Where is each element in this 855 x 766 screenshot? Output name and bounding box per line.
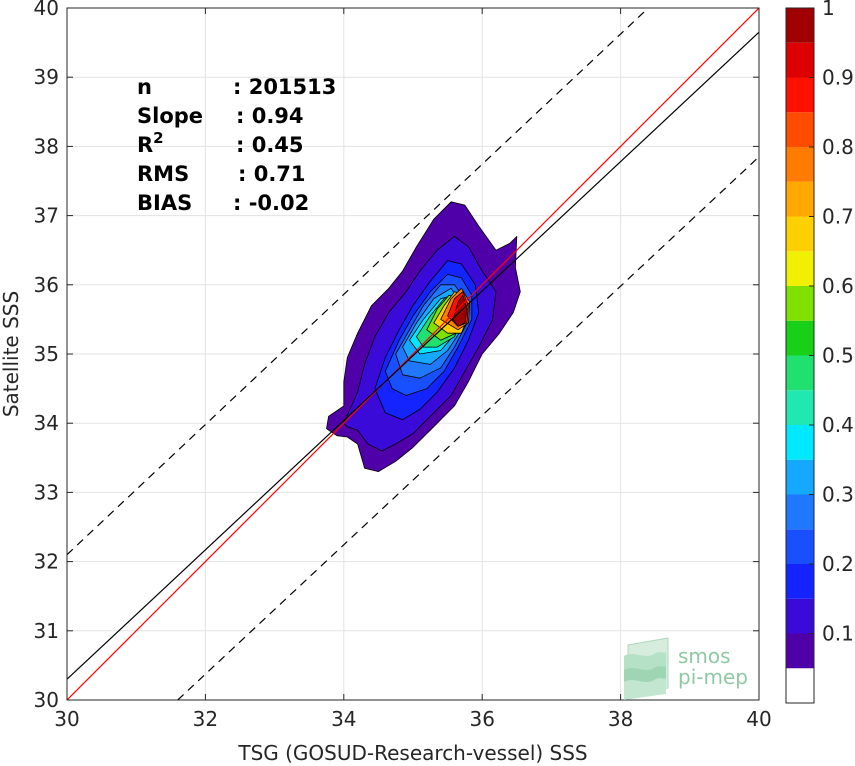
statistics-box: n : 201513 Slope : 0.94 R2 : 0.45 RMS : 0.71 BIA…: [137, 75, 336, 215]
x-tick-label-4: 38: [608, 707, 633, 731]
colorbar-band-12: [786, 251, 814, 286]
colorbar-band-18: [786, 42, 814, 78]
stat-key-4: BIAS: [137, 191, 192, 215]
colorbar-tick-label-1: 0.2: [822, 552, 854, 576]
colorbar-band-6: [786, 459, 814, 495]
y-tick-label-8: 38: [34, 134, 59, 158]
colorbar-band-19: [786, 8, 814, 43]
colorbar-tick-label-8: 0.9: [822, 66, 854, 90]
stat-value-2: : 0.45: [236, 133, 304, 157]
y-tick-label-6: 36: [34, 273, 59, 297]
colorbar-tick-label-2: 0.3: [822, 483, 854, 507]
stat-key-1: Slope: [137, 104, 203, 128]
stat-value-0: : 201513: [233, 75, 336, 99]
y-axis-ticks: 30 31 32 33 34 35 36 37 38 39 40: [34, 0, 759, 712]
logo-text-pi-mep: pi-mep: [678, 665, 748, 689]
y-tick-label-2: 32: [34, 550, 59, 574]
colorbar-band-2: [786, 598, 814, 634]
regression-line: [67, 31, 759, 680]
colorbar: 0.1 0.2 0.3 0.4 0.5 0.6 0.7 0.8 0.9 1: [785, 0, 854, 704]
y-tick-label-9: 39: [34, 65, 59, 89]
colorbar-tick-label-5: 0.6: [822, 274, 854, 298]
colorbar-band-1: [786, 633, 814, 669]
colorbar-band-14: [786, 181, 814, 217]
y-tick-label-1: 31: [34, 619, 59, 643]
colorbar-band-3: [786, 564, 814, 599]
y-tick-label-3: 33: [34, 480, 59, 504]
colorbar-band-8: [786, 390, 814, 425]
x-tick-label-1: 32: [193, 707, 218, 731]
x-tick-label-0: 30: [54, 707, 79, 731]
colorbar-band-13: [786, 216, 814, 252]
stat-value-4: : -0.02: [233, 191, 309, 215]
density-contours: [326, 201, 521, 473]
y-tick-label-0: 30: [34, 688, 59, 712]
upper-bound-line: [67, 8, 649, 556]
colorbar-band-16: [786, 112, 814, 147]
colorbar-band-9: [786, 355, 814, 391]
colorbar-tick-label-6: 0.7: [822, 205, 854, 229]
smos-pi-mep-logo: smos pi-mep: [624, 637, 748, 700]
x-tick-label-2: 34: [331, 707, 356, 731]
stat-value-1: : 0.94: [236, 104, 304, 128]
reference-lines: [67, 8, 759, 700]
x-axis-label: TSG (GOSUD-Research-vessel) SSS: [237, 741, 587, 765]
logo-waves-icon: [624, 637, 669, 700]
colorbar-tick-label-4: 0.5: [822, 344, 854, 368]
x-axis-ticks: 30 32 34 36 38 40: [54, 8, 772, 731]
y-tick-label-4: 34: [34, 411, 59, 435]
stat-key-2: R2: [137, 129, 164, 157]
stat-key-0: n: [137, 75, 152, 99]
colorbar-band-10: [786, 320, 814, 356]
y-tick-label-7: 37: [34, 204, 59, 228]
colorbar-band-4: [786, 529, 814, 564]
x-tick-label-5: 40: [746, 707, 771, 731]
identity-line: [67, 8, 759, 700]
colorbar-band-7: [786, 425, 814, 460]
colorbar-band-5: [786, 494, 814, 530]
colorbar-band-0: [786, 668, 814, 703]
y-axis-label: Satellite SSS: [0, 291, 23, 417]
colorbar-band-11: [786, 286, 814, 321]
colorbar-tick-label-7: 0.8: [822, 135, 854, 159]
logo-text-smos: smos: [678, 644, 731, 668]
x-tick-label-3: 36: [469, 707, 494, 731]
colorbar-band-15: [786, 147, 814, 182]
colorbar-tick-label-0: 0.1: [822, 622, 854, 646]
colorbar-band-17: [786, 77, 814, 113]
y-tick-label-10: 40: [34, 0, 59, 20]
colorbar-tick-label-9: 1: [822, 0, 835, 20]
y-tick-label-5: 35: [34, 342, 59, 366]
colorbar-tick-label-3: 0.4: [822, 413, 854, 437]
lower-bound-line: [177, 156, 759, 700]
stat-key-3: RMS: [137, 162, 189, 186]
stat-value-3: : 0.71: [238, 162, 306, 186]
